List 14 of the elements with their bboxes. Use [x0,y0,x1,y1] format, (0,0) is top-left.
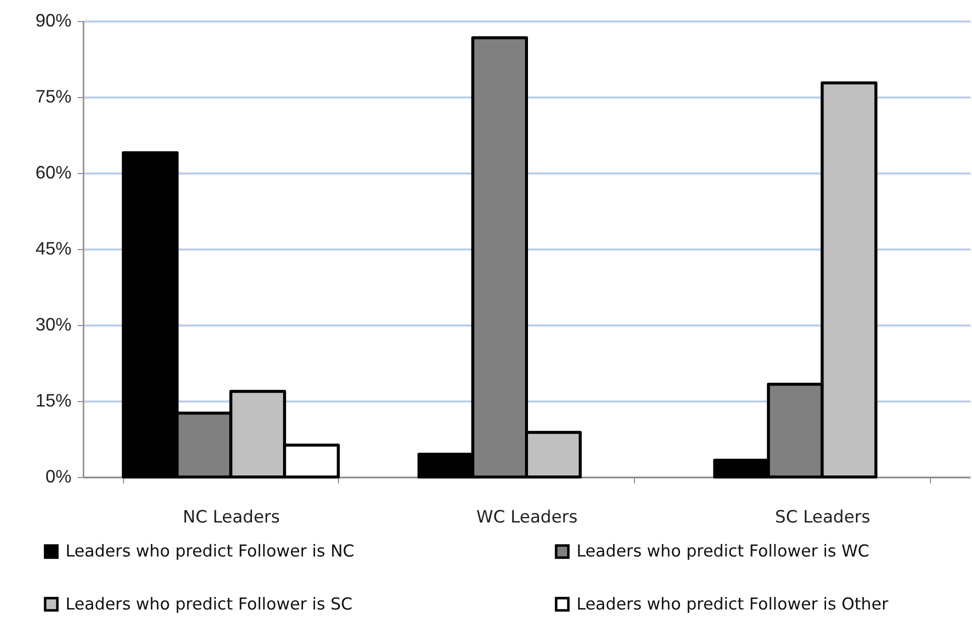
y-tick-label: 90% [35,10,72,30]
y-tick-label: 60% [35,162,72,182]
y-tick-label: 75% [35,86,72,106]
y-tick-label: 15% [35,390,72,410]
x-tick-label: WC Leaders [476,508,578,528]
y-tick-label: 30% [35,314,72,334]
legend-label: Leaders who predict Follower is NC [66,542,354,561]
legend-label: Leaders who predict Follower is WC [576,542,870,561]
legend-label: Leaders who predict Follower is Other [576,594,889,614]
y-tick-label: 45% [35,238,72,258]
x-tick-label: SC Leaders [775,508,870,528]
x-tick-label: NC Leaders [182,508,280,528]
y-tick-label: 0% [45,466,72,486]
legend-label: Leaders who predict Follower is SC [66,594,352,614]
